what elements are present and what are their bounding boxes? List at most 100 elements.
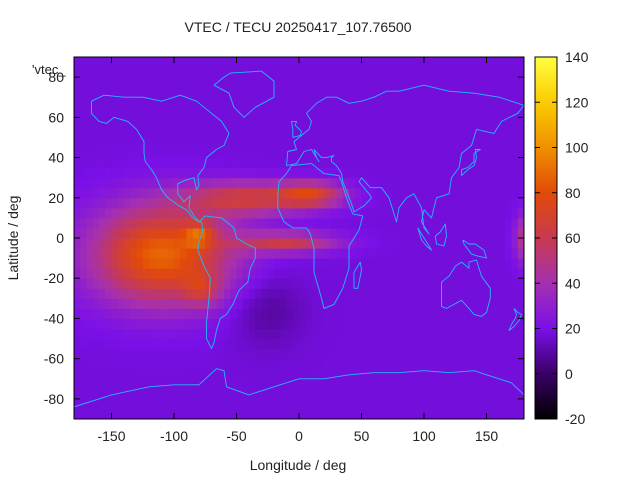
heatmap-cell <box>361 227 369 239</box>
heatmap-cell <box>99 308 106 320</box>
heatmap-cell <box>105 368 113 380</box>
heatmap-cell <box>511 227 519 239</box>
heatmap-cell <box>174 227 181 239</box>
heatmap-cell <box>505 268 513 279</box>
heatmap-cell <box>80 248 88 259</box>
heatmap-cell <box>242 318 250 330</box>
heatmap-cell <box>124 207 131 219</box>
heatmap-cell <box>367 358 375 370</box>
heatmap-cell <box>311 197 319 209</box>
heatmap-cell <box>467 167 475 179</box>
heatmap-cell <box>511 308 519 320</box>
heatmap-cell <box>105 278 113 289</box>
heatmap-cell <box>330 388 338 400</box>
heatmap-cell <box>199 57 206 68</box>
heatmap-cell <box>467 217 475 229</box>
heatmap-cell <box>130 197 138 209</box>
heatmap-cell <box>155 117 163 128</box>
heatmap-cell <box>492 368 500 380</box>
heatmap-cell <box>317 288 325 299</box>
heatmap-cell <box>199 77 206 88</box>
heatmap-cell <box>199 227 206 239</box>
heatmap-cell <box>386 298 394 309</box>
heatmap-cell <box>99 258 106 269</box>
heatmap-cell <box>474 398 481 410</box>
heatmap-cell <box>374 358 381 370</box>
heatmap-cell <box>380 137 388 149</box>
heatmap-cell <box>492 318 500 330</box>
heatmap-cell <box>267 408 275 419</box>
heatmap-cell <box>92 77 100 88</box>
heatmap-cell <box>299 147 306 159</box>
heatmap-cell <box>499 137 506 149</box>
heatmap-cell <box>80 328 88 340</box>
heatmap-cell <box>417 157 425 169</box>
heatmap-cell <box>167 227 175 239</box>
heatmap-cell <box>311 328 319 340</box>
heatmap-cell <box>205 137 213 149</box>
heatmap-cell <box>467 238 475 249</box>
heatmap-cell <box>386 268 394 279</box>
heatmap-cell <box>480 157 488 169</box>
heatmap-cell <box>305 258 313 269</box>
heatmap-cell <box>336 398 344 410</box>
heatmap-cell <box>417 97 425 108</box>
heatmap-cell <box>255 238 263 249</box>
heatmap-cell <box>380 408 388 419</box>
heatmap-cell <box>249 167 256 179</box>
heatmap-cell <box>405 187 413 199</box>
heatmap-cell <box>192 288 200 299</box>
heatmap-cell <box>455 107 463 118</box>
heatmap-cell <box>361 378 369 390</box>
heatmap-cell <box>505 67 513 78</box>
heatmap-cell <box>286 227 294 239</box>
heatmap-cell <box>192 258 200 269</box>
heatmap-cell <box>211 248 219 259</box>
heatmap-cell <box>92 268 100 279</box>
heatmap-cell <box>499 157 506 169</box>
heatmap-cell <box>349 167 356 179</box>
heatmap-cell <box>117 177 125 189</box>
heatmap-cell <box>192 217 200 229</box>
heatmap-cell <box>286 298 294 309</box>
heatmap-cell <box>486 67 494 78</box>
heatmap-cell <box>280 248 288 259</box>
heatmap-cell <box>417 258 425 269</box>
heatmap-cell <box>399 187 406 199</box>
heatmap-cell <box>480 348 488 360</box>
heatmap-cell <box>355 177 363 189</box>
heatmap-cell <box>80 207 88 219</box>
heatmap-cell <box>317 87 325 98</box>
heatmap-cell <box>299 87 306 98</box>
heatmap-cell <box>449 97 456 108</box>
heatmap-cell <box>92 348 100 360</box>
heatmap-cell <box>199 217 206 229</box>
heatmap-cell <box>486 147 494 159</box>
heatmap-cell <box>424 97 431 108</box>
heatmap-cell <box>405 288 413 299</box>
heatmap-cell <box>267 358 275 370</box>
heatmap-cell <box>136 77 144 88</box>
heatmap-cell <box>330 227 338 239</box>
heatmap-cell <box>286 217 294 229</box>
heatmap-cell <box>380 268 388 279</box>
heatmap-cell <box>380 328 388 340</box>
heatmap-cell <box>149 368 156 380</box>
heatmap-cell <box>386 127 394 139</box>
coastline-new-zealand <box>508 308 522 331</box>
heatmap-cell <box>436 217 444 229</box>
heatmap-cell <box>267 107 275 118</box>
heatmap-cell <box>86 238 94 249</box>
heatmap-cell <box>99 298 106 309</box>
heatmap-cell <box>236 318 244 330</box>
heatmap-cell <box>442 147 450 159</box>
heatmap-cell <box>411 107 419 118</box>
heatmap-cell <box>292 57 300 68</box>
heatmap-cell <box>211 278 219 289</box>
heatmap-cell <box>305 137 313 149</box>
x-tick-label: -50 <box>226 428 246 444</box>
heatmap-cell <box>205 288 213 299</box>
heatmap-cell <box>474 348 481 360</box>
heatmap-cell <box>111 177 119 189</box>
heatmap-cell <box>342 57 350 68</box>
